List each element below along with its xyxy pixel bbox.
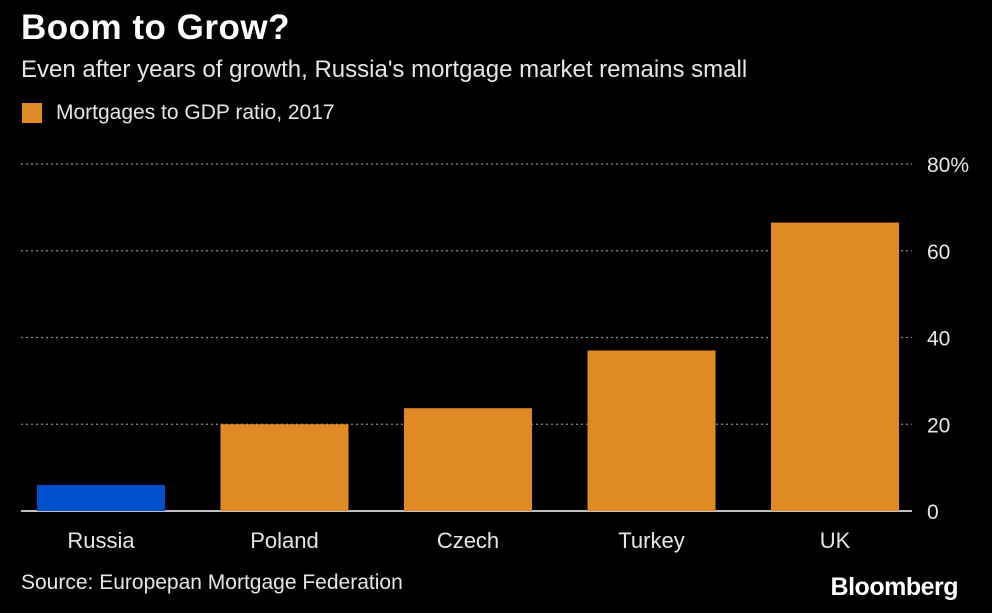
bar-russia — [37, 484, 165, 511]
y-tick-label: 60 — [927, 241, 950, 264]
category-label-poland: Poland — [250, 528, 319, 553]
chart-subtitle: Even after years of growth, Russia's mor… — [21, 56, 748, 83]
chart-title: Boom to Grow? — [21, 8, 290, 47]
y-tick-label: 20 — [927, 414, 950, 437]
bar-uk — [771, 222, 899, 511]
category-labels: Russia Poland Czech Turkey UK — [67, 528, 850, 553]
source-note: Source: Europepan Mortgage Federation — [21, 571, 403, 594]
bar-czech — [404, 408, 532, 511]
y-tick-label: 80% — [927, 154, 969, 177]
legend-swatch — [22, 103, 42, 123]
category-label-turkey: Turkey — [618, 528, 684, 553]
bar-turkey — [587, 350, 716, 511]
bar-poland — [220, 424, 349, 511]
category-label-russia: Russia — [67, 528, 135, 553]
y-tick-label: 40 — [927, 328, 950, 351]
bars — [37, 222, 899, 511]
y-tick-labels: 80% 60 40 20 0 — [927, 154, 969, 524]
legend: Mortgages to GDP ratio, 2017 — [22, 101, 335, 125]
bloomberg-logo: Bloomberg — [830, 573, 959, 601]
category-label-czech: Czech — [437, 528, 499, 553]
category-label-uk: UK — [820, 528, 851, 553]
legend-label: Mortgages to GDP ratio, 2017 — [56, 101, 335, 124]
y-tick-label: 0 — [927, 501, 939, 524]
